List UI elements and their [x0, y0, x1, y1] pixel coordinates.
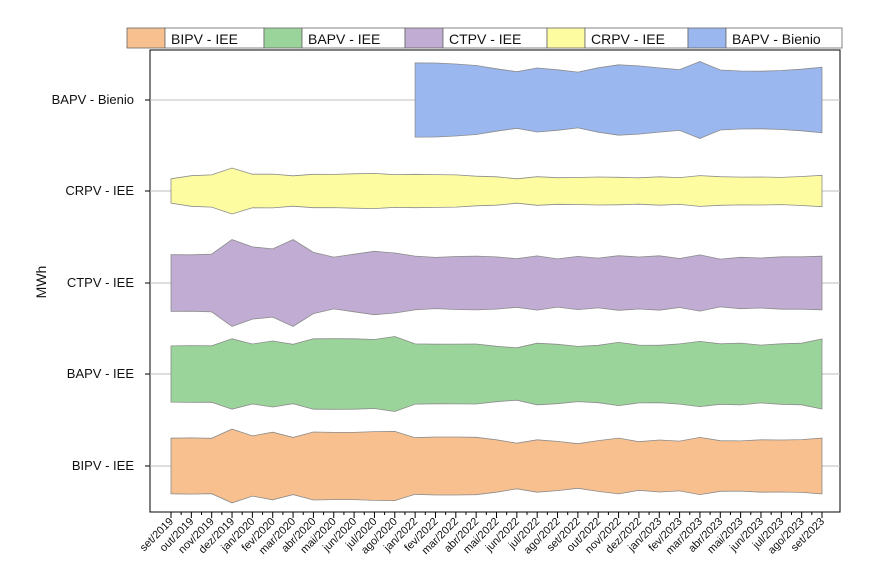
plot-frame — [149, 49, 841, 513]
legend-swatch — [404, 27, 444, 49]
legend-swatch — [687, 27, 727, 49]
band-layer — [170, 61, 823, 504]
y-tick-label: BAPV - Bienio — [52, 92, 134, 107]
legend-label: CRPV - IEE — [591, 31, 665, 47]
violin-band — [170, 239, 823, 327]
violin-band — [170, 167, 823, 215]
violin-band — [170, 336, 823, 412]
legend-label: BAPV - IEE — [308, 31, 380, 47]
violin-band — [414, 61, 823, 139]
y-tick-label: CTPV - IEE — [67, 275, 135, 290]
legend-label: CTPV - IEE — [449, 31, 521, 47]
x-tick-layer: set/2019out/2019nov/2019dez/2019jan/2020… — [138, 512, 827, 557]
legend-swatch — [263, 27, 303, 49]
y-tick-layer: BIPV - IEE BAPV - IEE CTPV - IEE CRPV - IEE… — [52, 92, 150, 473]
legend-swatch — [126, 27, 166, 49]
y-axis-label: MWh — [33, 266, 49, 299]
legend: BIPV - IEE BAPV - IEE CTPV - IEE CRPV - IEE… — [126, 27, 843, 49]
y-tick-label: CRPV - IEE — [65, 183, 134, 198]
legend-label: BAPV - Bienio — [732, 31, 821, 47]
legend-box — [725, 27, 843, 49]
y-tick-label: BAPV - IEE — [67, 366, 135, 381]
legend-swatch — [546, 27, 586, 49]
y-tick-label: BIPV - IEE — [72, 458, 134, 473]
violin-band — [170, 428, 823, 504]
legend-label: BIPV - IEE — [171, 31, 238, 47]
